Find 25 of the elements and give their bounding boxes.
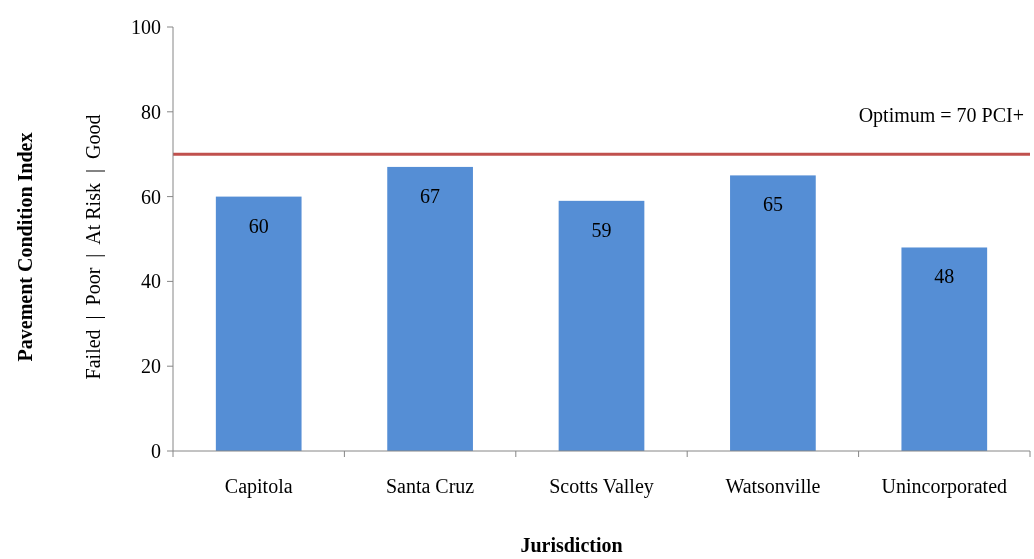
y-tick-label: 80 (141, 100, 161, 123)
x-tick-label: Watsonville (725, 475, 821, 497)
data-label: 60 (248, 214, 269, 237)
data-label: 67 (420, 184, 441, 207)
y-tick-label: 60 (141, 185, 161, 208)
data-label: 65 (762, 193, 783, 216)
ref-line-label: Optimum = 70 PCI+ (858, 104, 1024, 128)
x-axis-title: Jurisdiction (520, 534, 623, 556)
x-tick-label: Santa Cruz (385, 475, 475, 497)
y-tick-label: 100 (131, 16, 161, 38)
x-tick-label: Unincorporated (881, 475, 1008, 498)
y-axis-title: Pavement Condition Index (14, 132, 36, 362)
y-tick-label: 20 (141, 355, 161, 378)
x-tick-label: Capitola (224, 475, 293, 498)
x-tick-label: Scotts Valley (549, 475, 654, 498)
y-tick-label: 0 (151, 440, 161, 462)
bar (730, 175, 816, 451)
bar (901, 247, 988, 451)
bar (387, 166, 473, 451)
data-label: 59 (591, 218, 612, 241)
data-label: 48 (934, 265, 955, 288)
y-tick-label: 40 (141, 270, 161, 293)
bar (215, 196, 302, 451)
bar (558, 200, 645, 451)
text: Failed | Poor | At Risk | Good (82, 114, 105, 380)
